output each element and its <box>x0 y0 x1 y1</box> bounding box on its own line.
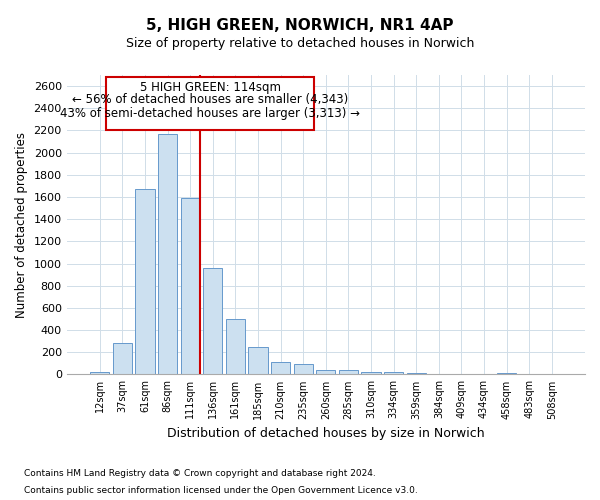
Text: Contains public sector information licensed under the Open Government Licence v3: Contains public sector information licen… <box>24 486 418 495</box>
Text: ← 56% of detached houses are smaller (4,343): ← 56% of detached houses are smaller (4,… <box>72 92 348 106</box>
Bar <box>339 370 358 374</box>
Text: Size of property relative to detached houses in Norwich: Size of property relative to detached ho… <box>126 38 474 51</box>
Text: 5, HIGH GREEN, NORWICH, NR1 4AP: 5, HIGH GREEN, NORWICH, NR1 4AP <box>146 18 454 32</box>
Text: Contains HM Land Registry data © Crown copyright and database right 2024.: Contains HM Land Registry data © Crown c… <box>24 468 376 477</box>
Bar <box>316 370 335 374</box>
FancyBboxPatch shape <box>106 77 314 130</box>
Bar <box>248 348 268 374</box>
Bar <box>113 344 132 374</box>
X-axis label: Distribution of detached houses by size in Norwich: Distribution of detached houses by size … <box>167 427 485 440</box>
Bar <box>181 198 200 374</box>
Bar <box>90 372 109 374</box>
Bar <box>203 268 223 374</box>
Bar <box>271 362 290 374</box>
Bar <box>361 372 380 374</box>
Bar <box>226 319 245 374</box>
Y-axis label: Number of detached properties: Number of detached properties <box>15 132 28 318</box>
Text: 43% of semi-detached houses are larger (3,313) →: 43% of semi-detached houses are larger (… <box>60 107 360 120</box>
Bar <box>293 364 313 374</box>
Text: 5 HIGH GREEN: 114sqm: 5 HIGH GREEN: 114sqm <box>140 80 281 94</box>
Bar <box>384 372 403 374</box>
Bar <box>497 373 516 374</box>
Bar <box>136 189 155 374</box>
Bar <box>158 134 177 374</box>
